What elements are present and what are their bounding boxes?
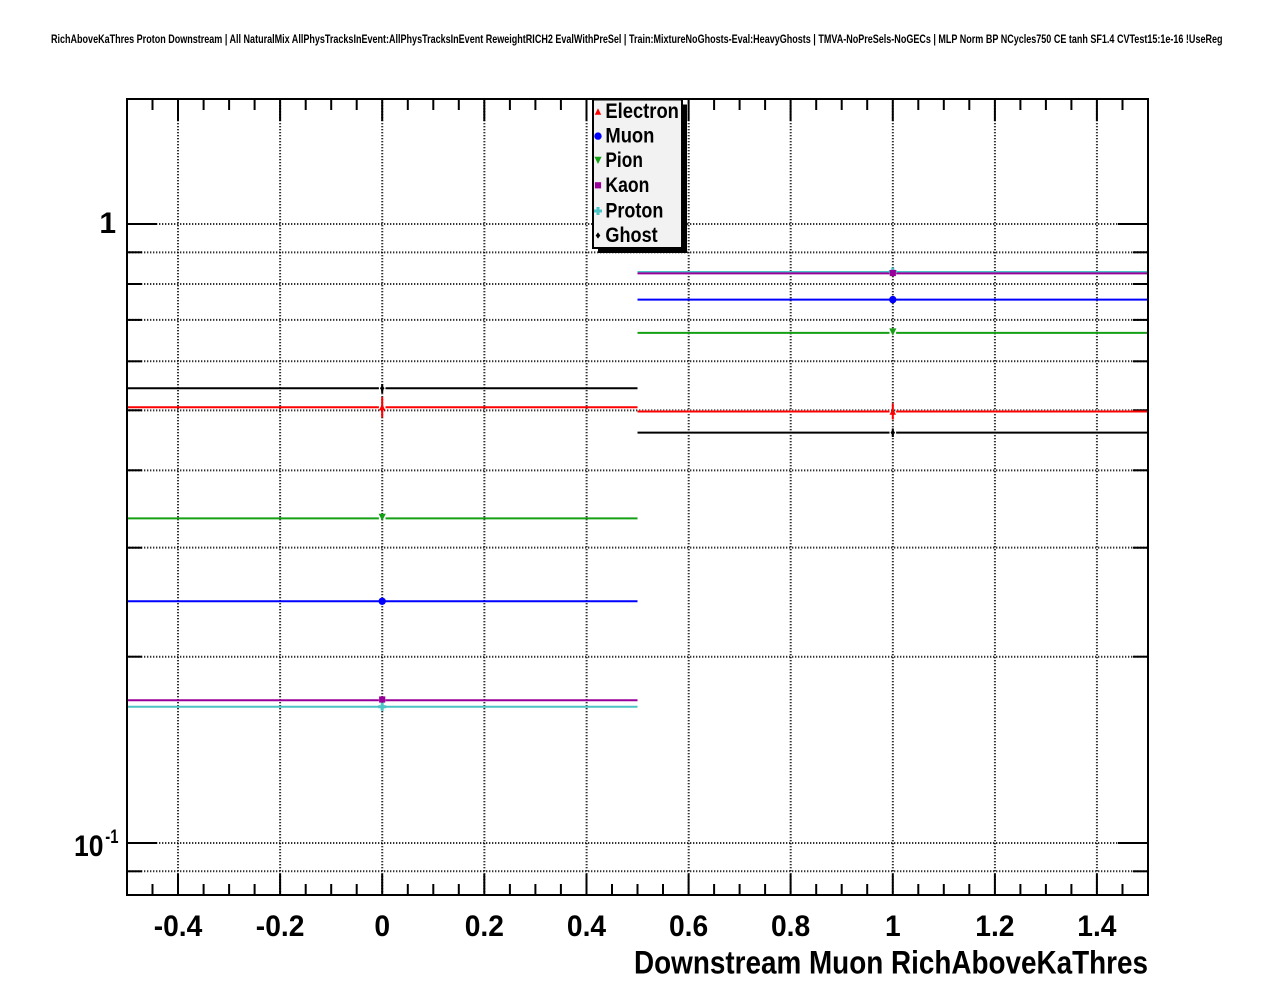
svg-text:-1: -1 bbox=[105, 827, 119, 848]
svg-text:10: 10 bbox=[74, 830, 104, 863]
svg-text:1: 1 bbox=[885, 910, 901, 943]
svg-text:RichAboveKaThres Proton Downst: RichAboveKaThres Proton Downstream | All… bbox=[51, 34, 1223, 46]
svg-text:0.4: 0.4 bbox=[567, 910, 606, 943]
svg-text:Ghost: Ghost bbox=[605, 224, 657, 247]
svg-text:0: 0 bbox=[374, 910, 390, 943]
svg-text:-0.2: -0.2 bbox=[256, 910, 305, 943]
svg-text:Kaon: Kaon bbox=[605, 174, 649, 197]
svg-text:Muon: Muon bbox=[605, 125, 654, 148]
svg-text:0.6: 0.6 bbox=[669, 910, 708, 943]
svg-text:0.8: 0.8 bbox=[771, 910, 810, 943]
svg-text:-0.4: -0.4 bbox=[154, 910, 203, 943]
svg-text:1.2: 1.2 bbox=[975, 910, 1014, 943]
svg-text:Proton: Proton bbox=[605, 200, 663, 223]
svg-text:Downstream Muon RichAboveKaThr: Downstream Muon RichAboveKaThres bbox=[634, 945, 1148, 981]
svg-text:Electron: Electron bbox=[605, 100, 679, 123]
svg-text:Pion: Pion bbox=[605, 149, 643, 172]
svg-text:1.4: 1.4 bbox=[1077, 910, 1116, 943]
svg-text:1: 1 bbox=[99, 207, 116, 240]
svg-text:0.2: 0.2 bbox=[465, 910, 504, 943]
